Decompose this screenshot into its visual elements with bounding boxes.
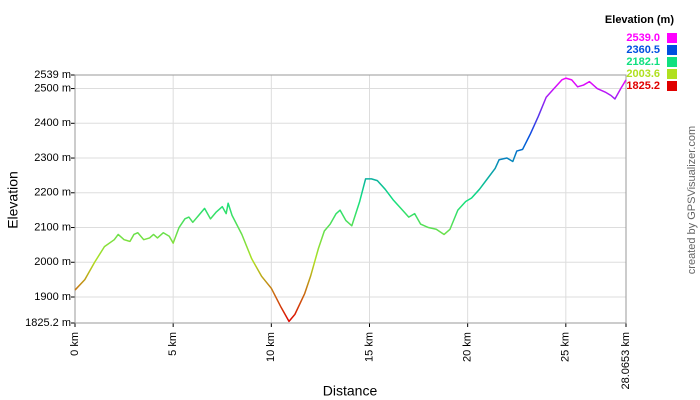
x-axis-title: Distance (323, 383, 378, 399)
legend-label: 2182.1 (626, 56, 660, 68)
y-tick-label: 2539 m (34, 69, 71, 81)
legend-swatch (667, 45, 677, 55)
legend-label: 2360.5 (626, 44, 660, 56)
legend-label: 1825.2 (626, 80, 660, 92)
y-tick-label: 2300 m (34, 152, 71, 164)
y-axis-title: Elevation (5, 171, 21, 229)
plot-border (74, 74, 627, 324)
x-tick-label: 10 km (265, 332, 277, 362)
x-tick-label: 15 km (363, 332, 375, 362)
y-tick-label: 1900 m (34, 291, 71, 303)
y-tick-label: 2500 m (34, 82, 71, 94)
y-tick-label: 2200 m (34, 187, 71, 199)
legend-label: 2003.6 (626, 68, 660, 80)
y-tick-label: 2000 m (34, 256, 71, 268)
legend-title: Elevation (m) (605, 14, 674, 26)
elevation-line (74, 77, 627, 323)
x-tick-label: 28.0653 km (620, 332, 632, 389)
x-tick-label: 5 km (167, 332, 179, 356)
y-tick-label: 2400 m (34, 117, 71, 129)
credit: created by GPSVisualizer.com (686, 126, 698, 274)
legend-swatch (667, 81, 677, 91)
legend-label: 2539.0 (626, 32, 660, 44)
x-tick-label: 0 km (69, 332, 81, 356)
legend-swatch (667, 57, 677, 67)
x-tick-label: 20 km (462, 332, 474, 362)
legend-swatch (667, 69, 677, 79)
legend-swatch (667, 33, 677, 43)
x-tick-label: 25 km (560, 332, 572, 362)
y-tick-label: 2100 m (34, 221, 71, 233)
y-tick-label: 1825.2 m (25, 317, 71, 329)
